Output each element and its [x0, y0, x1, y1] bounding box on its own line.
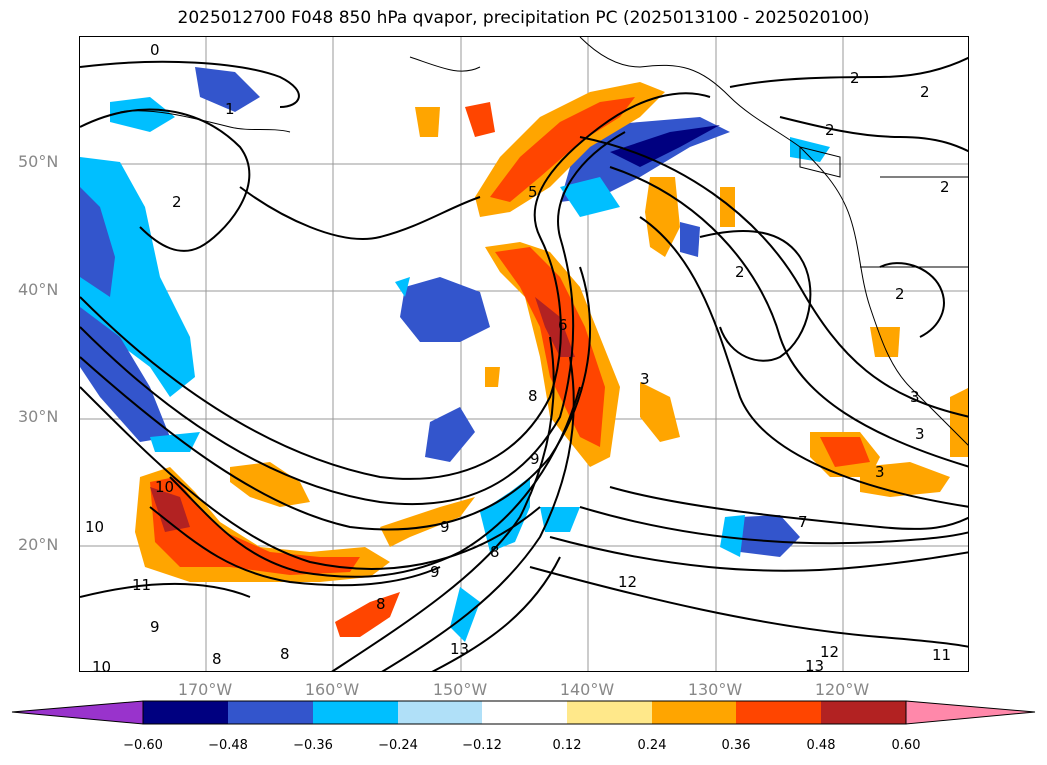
colorbar-outline — [142, 700, 907, 725]
contour-label: 2 — [825, 121, 835, 139]
contour-label: 8 — [280, 645, 290, 663]
contour-label: 2 — [895, 285, 905, 303]
map-title: 2025012700 F048 850 hPa qvapor, precipit… — [177, 8, 870, 28]
colorbar — [11, 700, 1036, 725]
colorbar-tick-label: −0.12 — [462, 738, 502, 753]
contour-label: 13 — [805, 657, 824, 672]
contour-label: 10 — [155, 478, 174, 496]
contour-label: 1 — [225, 100, 235, 118]
contour-label: 5 — [528, 183, 538, 201]
contour-label: 3 — [910, 388, 920, 406]
contour-label: 12 — [618, 573, 637, 591]
lat-label-50n: 50°N — [18, 152, 59, 171]
colorbar-tick-label: 0.36 — [721, 738, 751, 753]
lat-label-20n: 20°N — [18, 535, 59, 554]
contour-label-group: 0 1 2 2 2 2 2 2 2 3 3 3 3 5 6 7 8 8 8 8 … — [85, 41, 951, 672]
contour-label: 11 — [132, 576, 151, 594]
colorbar-tick-label: 0.24 — [637, 738, 667, 753]
contour-label: 10 — [92, 658, 111, 672]
contour-label: 9 — [530, 450, 540, 468]
lon-label-120w: 120°W — [814, 680, 870, 699]
colorbar-segment — [313, 701, 398, 724]
colorbar-segment — [821, 701, 906, 724]
contour-label: 8 — [376, 595, 386, 613]
colorbar-segment — [228, 701, 313, 724]
colorbar-tick-label: 0.48 — [806, 738, 836, 753]
contour-label: 7 — [798, 513, 808, 531]
colorbar-segment — [736, 701, 821, 724]
map-panel: 0 1 2 2 2 2 2 2 2 3 3 3 3 5 6 7 8 8 8 8 … — [79, 36, 969, 672]
colorbar-segment — [567, 701, 652, 724]
lon-label-160w: 160°W — [304, 680, 360, 699]
contour-label: 2 — [172, 193, 182, 211]
lat-label-40n: 40°N — [18, 280, 59, 299]
contour-label: 10 — [85, 518, 104, 536]
contour-lines — [80, 56, 968, 671]
contour-label: 9 — [430, 563, 440, 581]
contour-label: 9 — [440, 518, 450, 536]
colorbar-segment — [143, 701, 228, 724]
colorbar-tick-label: −0.60 — [123, 738, 163, 753]
lon-label-150w: 150°W — [432, 680, 488, 699]
contour-label: 8 — [490, 543, 500, 561]
contour-label: 13 — [450, 640, 469, 658]
contour-label: 0 — [150, 41, 160, 59]
colorbar-tick-label: 0.12 — [552, 738, 582, 753]
contour-label: 3 — [915, 425, 925, 443]
colorbar-arrow-left — [11, 700, 144, 725]
contour-label: 9 — [150, 618, 160, 636]
coastlines — [119, 37, 968, 446]
colorbar-arrow-right — [905, 700, 1036, 725]
colorbar-tick-label: −0.36 — [293, 738, 333, 753]
colorbar-tick-label: −0.24 — [378, 738, 418, 753]
lon-label-170w: 170°W — [177, 680, 233, 699]
colorbar-segment — [652, 701, 736, 724]
lon-label-140w: 140°W — [559, 680, 615, 699]
contour-label: 12 — [820, 643, 839, 661]
map-svg: 0 1 2 2 2 2 2 2 2 3 3 3 3 5 6 7 8 8 8 8 … — [80, 37, 968, 672]
contour-label: 11 — [932, 646, 951, 664]
contour-label: 8 — [528, 387, 538, 405]
colorbar-tick-label: −0.48 — [208, 738, 248, 753]
contour-label: 3 — [640, 370, 650, 388]
colorbar-segment — [482, 701, 567, 724]
colorbar-segment — [398, 701, 482, 724]
lat-label-30n: 30°N — [18, 407, 59, 426]
lon-label-130w: 130°W — [687, 680, 743, 699]
contour-label: 2 — [850, 69, 860, 87]
contour-label: 2 — [735, 263, 745, 281]
contour-label: 3 — [875, 463, 885, 481]
contour-label: 2 — [940, 178, 950, 196]
contour-label: 6 — [558, 316, 568, 334]
colorbar-tick-label: 0.60 — [891, 738, 921, 753]
contour-label: 8 — [212, 650, 222, 668]
contour-label: 2 — [920, 83, 930, 101]
